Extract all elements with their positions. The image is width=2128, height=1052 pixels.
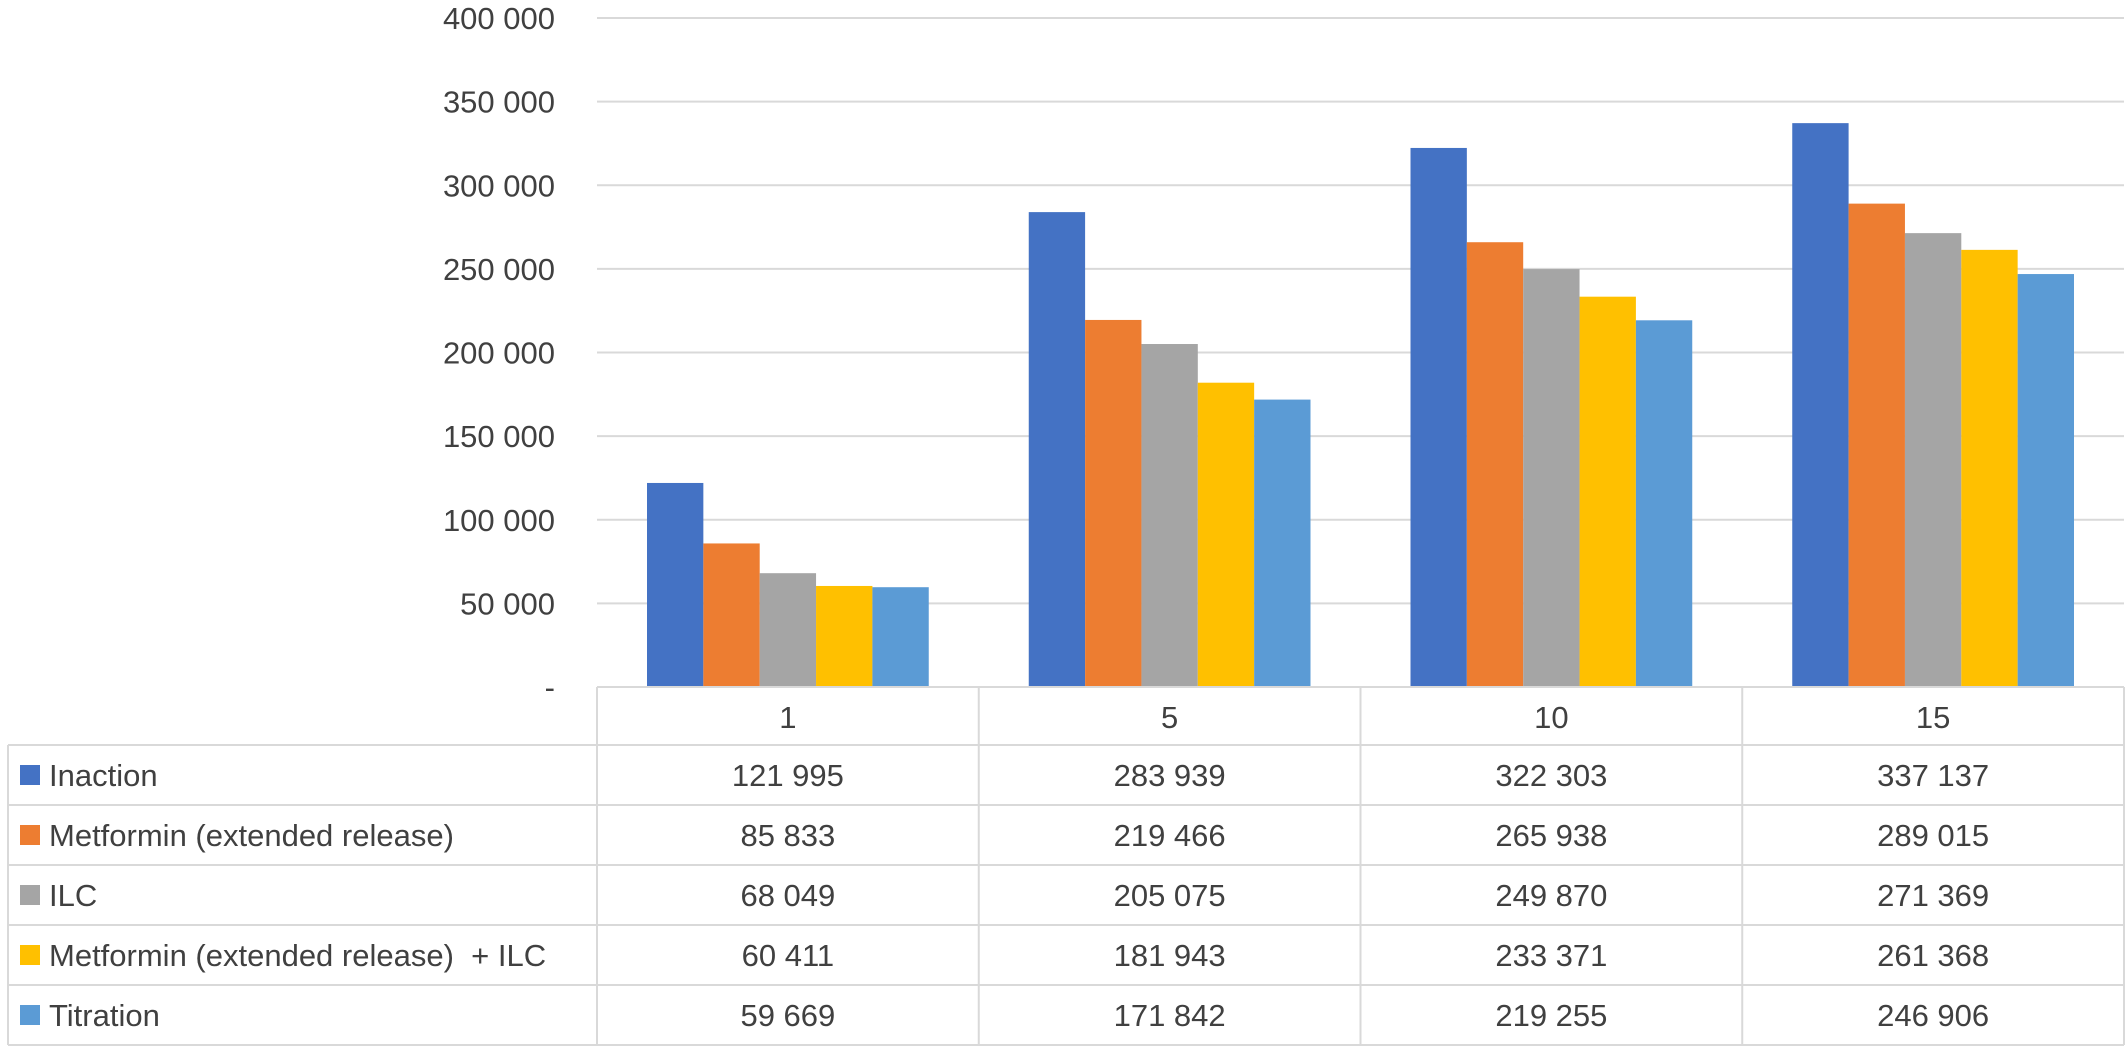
gridlines [597, 17, 2124, 605]
legend-key [20, 1005, 40, 1025]
bar-titration-10 [1635, 320, 1693, 687]
data-label: 219 466 [1114, 818, 1226, 853]
y-tick-label: 200 000 [443, 336, 555, 371]
data-label: 60 411 [742, 938, 835, 973]
y-tick-label: 150 000 [443, 419, 555, 454]
bar-inaction-15 [1792, 123, 1849, 687]
series-name: Metformin (extended release) + ILC [49, 938, 546, 973]
data-label: 337 137 [1877, 758, 1989, 793]
bar-ilc-15 [1904, 233, 1962, 687]
y-tick-label: 250 000 [443, 252, 555, 287]
bars [647, 123, 2074, 688]
bar-metformin-extended-release-ilc-15 [1961, 249, 2018, 688]
bar-metformin-extended-release--10 [1466, 242, 1524, 687]
legend-key [20, 765, 40, 785]
y-tick-label: 400 000 [443, 1, 555, 36]
data-label: 271 369 [1877, 878, 1989, 913]
bar-inaction-10 [1410, 147, 1467, 687]
x-tick-label: 1 [779, 700, 796, 735]
data-label: 205 075 [1114, 878, 1226, 913]
data-label: 283 939 [1114, 758, 1226, 793]
series-name: Metformin (extended release) [49, 818, 454, 853]
data-label: 121 995 [732, 758, 844, 793]
y-tick-label: 350 000 [443, 85, 555, 120]
legend-key [20, 945, 40, 965]
bar-metformin-extended-release--5 [1085, 319, 1142, 687]
data-label: 289 015 [1877, 818, 1989, 853]
series-name: ILC [49, 878, 97, 913]
bar-metformin-extended-release-ilc-10 [1579, 296, 1636, 687]
x-tick-label: 5 [1161, 700, 1178, 735]
x-tick-label: 10 [1534, 700, 1568, 735]
data-label: 233 371 [1495, 938, 1607, 973]
bar-inaction-5 [1028, 212, 1086, 687]
series-name: Inaction [49, 758, 158, 793]
bar-inaction-1 [647, 482, 704, 687]
data-label: 171 842 [1114, 998, 1226, 1033]
data-label: 59 669 [740, 998, 835, 1033]
bar-metformin-extended-release--1 [703, 543, 760, 687]
bar-titration-1 [872, 587, 929, 687]
data-label: 68 049 [740, 878, 835, 913]
y-tick-label: - [545, 670, 555, 705]
bar-titration-5 [1254, 399, 1311, 687]
data-label: 246 906 [1877, 998, 1989, 1033]
bar-ilc-10 [1523, 269, 1580, 687]
data-label: 219 255 [1495, 998, 1607, 1033]
legend-key [20, 885, 40, 905]
data-label: 249 870 [1495, 878, 1607, 913]
x-tick-label: 15 [1916, 700, 1950, 735]
data-label: 322 303 [1495, 758, 1607, 793]
legend-key [20, 825, 40, 845]
bar-ilc-5 [1141, 344, 1198, 687]
data-label: 85 833 [740, 818, 835, 853]
bar-metformin-extended-release-ilc-1 [816, 585, 873, 687]
y-axis: - 50 000 100 000 150 000 200 000 250 000 300 0… [443, 1, 555, 705]
bar-ilc-1 [759, 573, 817, 687]
data-label: 181 943 [1114, 938, 1226, 973]
bar-metformin-extended-release-ilc-5 [1197, 382, 1255, 687]
bar-titration-15 [2017, 274, 2074, 687]
y-tick-label: 300 000 [443, 168, 555, 203]
data-label: 261 368 [1877, 938, 1989, 973]
y-tick-label: 50 000 [460, 586, 555, 621]
y-tick-label: 100 000 [443, 503, 555, 538]
bar-metformin-extended-release--15 [1848, 203, 1905, 687]
series-name: Titration [49, 998, 160, 1033]
data-label: 265 938 [1495, 818, 1607, 853]
